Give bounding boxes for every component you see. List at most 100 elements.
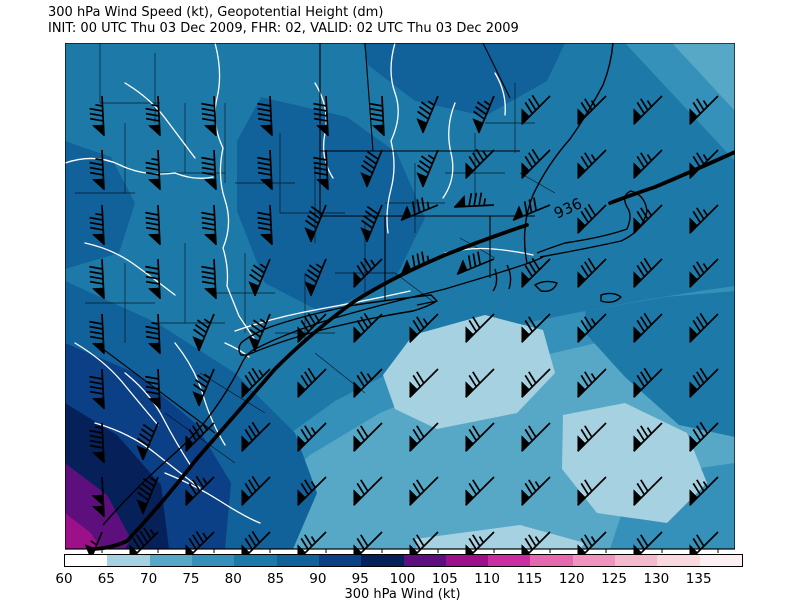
wind-barb <box>145 95 161 136</box>
wind-barb-pennant <box>91 505 105 518</box>
wind-barb <box>633 312 663 343</box>
wind-barb-pennant <box>472 118 484 134</box>
wind-barb-pennant <box>577 271 586 288</box>
wind-barb <box>257 95 273 136</box>
wind-barb <box>473 95 495 134</box>
wind-barb-pennant <box>147 124 161 137</box>
wind-barb <box>361 149 383 188</box>
wind-barb <box>89 204 105 245</box>
colorbar-tick-label: 125 <box>601 571 627 587</box>
wind-barb-pennant <box>203 178 217 191</box>
wind-barb-pennant <box>416 118 428 134</box>
wind-barb-pennant <box>512 205 524 221</box>
wind-barb <box>417 149 439 188</box>
wind-barb-pennant <box>353 435 362 452</box>
wind-barb-pennant <box>91 342 105 355</box>
wind-barb-pennant <box>689 108 698 125</box>
wind-barb-pennant <box>241 489 250 506</box>
wind-barb-pennant <box>136 499 148 515</box>
wind-barb <box>369 95 385 136</box>
colorbar-tick-label: 115 <box>516 571 543 587</box>
wind-barb-pennant <box>577 326 586 343</box>
wind-barb-pennant <box>91 124 105 137</box>
wind-barb <box>400 197 439 222</box>
wind-barb <box>361 204 383 243</box>
wind-barb <box>633 257 663 288</box>
colorbar-swatch <box>445 555 489 566</box>
wind-barb <box>201 258 217 299</box>
wind-barb-pennant <box>136 445 148 461</box>
wind-barb <box>577 313 607 343</box>
wind-barb-pennant <box>577 217 586 234</box>
wind-barb-pennant <box>259 178 273 191</box>
wind-barb <box>689 95 719 125</box>
wind-barb <box>305 258 327 297</box>
wind-barb <box>313 149 329 190</box>
wind-barb-pennant <box>304 281 316 297</box>
wind-barb-pennant <box>521 271 530 288</box>
colorbar-tick-label: 135 <box>685 571 712 587</box>
colorbar-swatch <box>191 555 235 566</box>
wind-barb <box>137 476 159 515</box>
wind-barb-pennant <box>91 397 105 410</box>
wind-barb-pennant <box>91 451 105 464</box>
wind-barb <box>297 312 327 343</box>
wind-barb-pennant <box>371 124 385 137</box>
wind-barb <box>689 367 719 398</box>
wind-barb-pennant <box>241 435 250 452</box>
wind-barb <box>689 258 719 288</box>
wind-barb-pennant <box>192 391 204 407</box>
wind-barb <box>409 313 439 343</box>
wind-barb <box>145 313 161 354</box>
wind-barb <box>521 476 551 506</box>
wind-barb-pennant <box>147 287 161 300</box>
wind-barb-pennant <box>521 435 530 452</box>
wind-barb-pennant <box>521 381 530 398</box>
wind-barb <box>689 149 719 179</box>
wind-barb <box>89 95 105 136</box>
wind-barb-pennant <box>633 271 642 288</box>
wind-barb <box>633 422 663 452</box>
wind-barb <box>201 149 217 190</box>
wind-barb <box>89 149 105 190</box>
wind-barb-pennant <box>147 342 161 355</box>
wind-barb-pennant <box>465 489 474 506</box>
wind-barb <box>356 531 383 555</box>
wind-barb-pennant <box>689 162 698 179</box>
wind-barb <box>193 313 215 352</box>
wind-barb-pennant <box>689 326 698 343</box>
wind-barb-pennant <box>147 233 161 246</box>
wind-barb <box>636 531 663 555</box>
wind-barb <box>297 367 327 398</box>
colorbar-swatch <box>699 555 742 566</box>
wind-barb <box>145 204 161 245</box>
wind-barb <box>468 531 495 555</box>
wind-barb-pennant <box>689 435 698 452</box>
wind-barb <box>89 313 105 354</box>
wind-barb <box>137 422 159 461</box>
wind-barb-pennant <box>297 489 306 506</box>
colorbar-tick-label: 85 <box>266 571 285 587</box>
wind-barb <box>297 476 327 506</box>
wind-barb <box>465 148 495 179</box>
colorbar-swatch <box>488 555 531 566</box>
wind-barb-pennant <box>91 287 105 300</box>
wind-barb-pennant <box>456 259 468 275</box>
wind-barb <box>524 531 551 555</box>
wind-barb <box>577 95 607 125</box>
wind-barb <box>145 258 161 299</box>
colorbar-swatch <box>234 555 277 566</box>
map-canvas: 936 <box>65 43 735 555</box>
colorbar-tick-label: 120 <box>558 571 585 587</box>
rivers-and-roads <box>65 43 534 524</box>
wind-barb <box>353 257 383 288</box>
wind-barb-pennant <box>465 381 474 398</box>
wind-barb-pennant <box>297 435 306 452</box>
map-frame-ticks <box>101 549 719 553</box>
wind-barb-pennant <box>203 287 217 300</box>
wind-barb-pennant <box>248 336 260 352</box>
wind-barb-pennant <box>416 172 428 188</box>
height-contour-segment-west <box>88 223 529 551</box>
colorbar-swatch <box>107 555 150 566</box>
